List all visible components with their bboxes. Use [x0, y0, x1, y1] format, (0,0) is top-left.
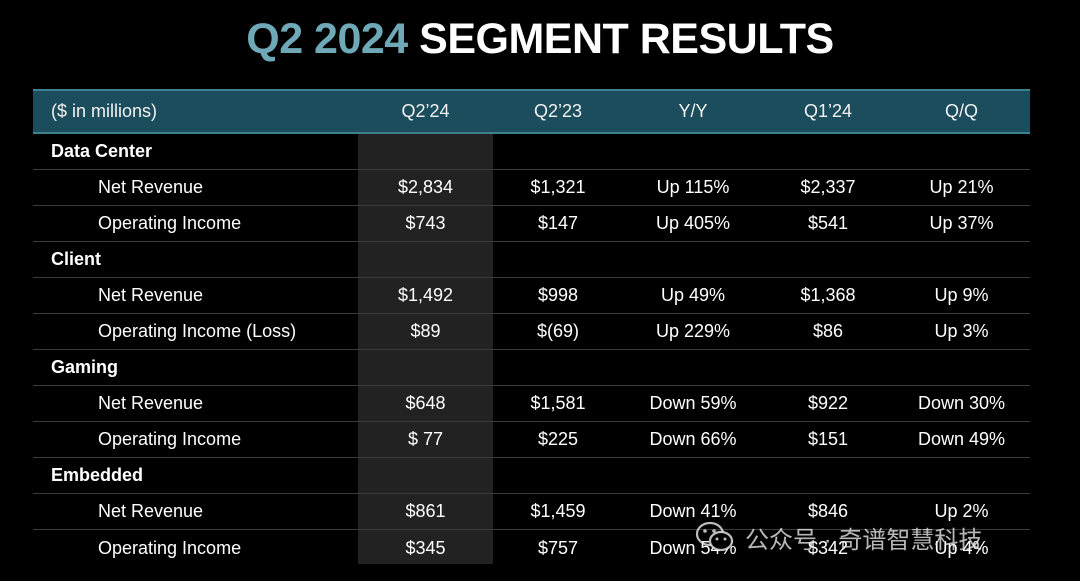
wechat-icon — [695, 520, 735, 554]
header-qoq: Q/Q — [944, 101, 978, 121]
title-rest: SEGMENT RESULTS — [419, 15, 834, 63]
cell-qoq: Down 49% — [917, 429, 1006, 449]
cell-qoq: Down 30% — [917, 393, 1006, 413]
cell-q1-24: $342 — [807, 537, 849, 558]
segment-results-table: ($ in millions) Q2’24 Q2’23 Y/Y Q1’24 Q/… — [33, 89, 1030, 564]
cell-q2-23: $147 — [537, 213, 579, 233]
row-label: Net Revenue — [98, 501, 204, 521]
cell-q1-24: $922 — [807, 393, 849, 413]
slide-title: Q2 2024 SEGMENT RESULTS — [0, 14, 1080, 64]
table-row: Net Revenue $2,834 $1,321 Up 115% $2,337… — [33, 170, 1030, 206]
segment-name: Data Center — [51, 141, 153, 161]
cell-q2-23: $757 — [537, 537, 579, 558]
cell-q1-24: $86 — [812, 321, 844, 341]
table-row: Operating Income $345 $757 Down 54% $342… — [33, 530, 1030, 566]
cell-qoq: Up 4% — [934, 537, 989, 558]
table-row: Operating Income (Loss) $89 $(69) Up 229… — [33, 314, 1030, 350]
segment-name: Client — [51, 249, 102, 269]
row-label: Operating Income — [98, 429, 242, 449]
cell-q2-24: $861 — [405, 501, 446, 521]
cell-q2-24: $345 — [405, 537, 446, 558]
header-q2-23: Q2’23 — [533, 101, 583, 121]
title-accent: Q2 2024 — [246, 15, 408, 63]
table-row: Net Revenue $648 $1,581 Down 59% $922 Do… — [33, 386, 1030, 422]
row-label: Operating Income — [98, 537, 242, 558]
segment-name: Gaming — [51, 357, 119, 377]
cell-q2-23: $225 — [537, 429, 579, 449]
cell-yoy: Up 229% — [655, 321, 731, 341]
cell-q2-24: $2,834 — [397, 177, 454, 197]
cell-q2-24: $89 — [410, 321, 441, 341]
cell-qoq: Up 9% — [934, 285, 989, 305]
cell-q2-24: $648 — [405, 393, 446, 413]
watermark: 公众号 · 奇谱智慧科技 — [695, 517, 982, 557]
cell-q2-23: $(69) — [536, 321, 580, 341]
row-label: Operating Income — [98, 213, 242, 233]
row-label: Net Revenue — [98, 393, 204, 413]
cell-yoy: Down 59% — [649, 393, 737, 413]
cell-q2-24: $1,492 — [397, 285, 454, 305]
header-units: ($ in millions) — [51, 101, 158, 121]
segment-name: Embedded — [51, 465, 144, 485]
segment-row-gaming: Gaming — [33, 350, 1030, 386]
segment-row-embedded: Embedded — [33, 458, 1030, 494]
watermark-text: 公众号 · 奇谱智慧科技 — [745, 526, 983, 554]
segment-row-client: Client — [33, 242, 1030, 278]
cell-q2-23: $1,581 — [530, 393, 586, 413]
header-q2-24: Q2’24 — [401, 101, 450, 121]
cell-qoq: Up 3% — [934, 321, 989, 341]
cell-yoy: Up 49% — [660, 285, 726, 305]
cell-q1-24: $151 — [807, 429, 849, 449]
row-label: Net Revenue — [98, 177, 204, 197]
cell-q1-24: $541 — [807, 213, 849, 233]
table-row: Net Revenue $861 $1,459 Down 41% $846 Up… — [33, 494, 1030, 530]
cell-q1-24: $2,337 — [800, 177, 856, 197]
cell-q2-24: $743 — [405, 213, 446, 233]
header-yoy: Y/Y — [678, 101, 708, 121]
table-row: Operating Income $ 77 $225 Down 66% $151… — [33, 422, 1030, 458]
cell-qoq: Up 2% — [934, 501, 989, 521]
header-q1-24: Q1’24 — [803, 101, 853, 121]
cell-yoy: Down 66% — [649, 429, 737, 449]
cell-qoq: Up 37% — [929, 213, 994, 233]
table-row: Net Revenue $1,492 $998 Up 49% $1,368 Up… — [33, 278, 1030, 314]
table-row: Operating Income $743 $147 Up 405% $541 … — [33, 206, 1030, 242]
cell-yoy: Up 115% — [656, 177, 730, 197]
cell-yoy: Up 405% — [655, 213, 731, 233]
cell-q1-24: $846 — [807, 501, 849, 521]
cell-q1-24: $1,368 — [800, 285, 856, 305]
cell-qoq: Up 21% — [929, 177, 994, 197]
segment-row-data-center: Data Center — [33, 134, 1030, 170]
row-label: Operating Income (Loss) — [98, 321, 297, 341]
cell-q2-23: $1,321 — [530, 177, 586, 197]
row-label: Net Revenue — [98, 285, 204, 305]
cell-q2-24: $ 77 — [407, 429, 444, 449]
cell-q2-23: $998 — [537, 285, 579, 305]
cell-yoy: Down 41% — [649, 501, 737, 521]
table-header: ($ in millions) Q2’24 Q2’23 Y/Y Q1’24 Q/… — [33, 89, 1030, 134]
cell-q2-23: $1,459 — [530, 501, 586, 521]
